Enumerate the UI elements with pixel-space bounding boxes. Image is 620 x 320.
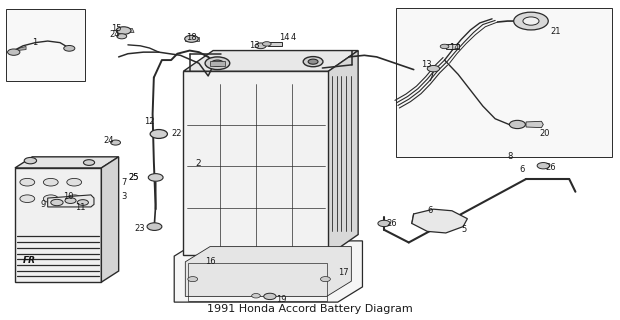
Text: 24: 24 bbox=[103, 136, 113, 146]
Text: 14: 14 bbox=[279, 33, 290, 42]
Circle shape bbox=[67, 178, 82, 186]
Text: 25: 25 bbox=[128, 173, 138, 182]
Text: 17: 17 bbox=[338, 268, 348, 277]
Text: 20: 20 bbox=[539, 129, 550, 138]
Circle shape bbox=[51, 199, 63, 206]
Circle shape bbox=[427, 66, 440, 72]
Text: 13: 13 bbox=[421, 60, 432, 69]
Text: 9: 9 bbox=[40, 200, 46, 209]
Polygon shape bbox=[185, 37, 199, 41]
Text: 5: 5 bbox=[461, 225, 466, 234]
Circle shape bbox=[252, 293, 260, 298]
Circle shape bbox=[43, 178, 58, 186]
Text: 3: 3 bbox=[122, 192, 127, 201]
Circle shape bbox=[110, 140, 120, 145]
Polygon shape bbox=[526, 121, 543, 128]
Polygon shape bbox=[174, 241, 363, 302]
Circle shape bbox=[321, 276, 330, 282]
Circle shape bbox=[150, 130, 167, 139]
Circle shape bbox=[117, 34, 126, 39]
Text: 21: 21 bbox=[551, 27, 561, 36]
Polygon shape bbox=[15, 157, 118, 168]
Text: 13: 13 bbox=[249, 41, 259, 50]
Circle shape bbox=[440, 44, 449, 49]
Polygon shape bbox=[15, 168, 102, 282]
Circle shape bbox=[262, 42, 271, 46]
Text: 4: 4 bbox=[290, 33, 296, 42]
Circle shape bbox=[67, 195, 82, 203]
Polygon shape bbox=[185, 247, 352, 296]
Circle shape bbox=[64, 45, 75, 51]
Text: 18: 18 bbox=[186, 33, 197, 42]
Bar bbox=[6, 9, 85, 81]
Text: 1991 Honda Accord Battery Diagram: 1991 Honda Accord Battery Diagram bbox=[207, 304, 413, 314]
Bar bbox=[396, 8, 613, 157]
Circle shape bbox=[78, 200, 89, 205]
Polygon shape bbox=[412, 209, 467, 233]
Text: 23: 23 bbox=[134, 224, 144, 233]
Circle shape bbox=[84, 160, 95, 165]
Bar bbox=[446, 44, 459, 49]
Text: 1: 1 bbox=[32, 38, 37, 47]
Circle shape bbox=[43, 195, 58, 203]
Circle shape bbox=[148, 174, 163, 181]
Text: 24: 24 bbox=[109, 30, 120, 39]
Text: 10: 10 bbox=[63, 192, 74, 201]
Text: 12: 12 bbox=[144, 117, 155, 126]
Circle shape bbox=[20, 178, 35, 186]
Text: 22: 22 bbox=[171, 129, 182, 138]
Circle shape bbox=[188, 276, 198, 282]
Polygon shape bbox=[329, 51, 358, 255]
Circle shape bbox=[7, 49, 20, 55]
Text: 2: 2 bbox=[196, 159, 202, 168]
Circle shape bbox=[116, 27, 131, 34]
Circle shape bbox=[255, 43, 266, 49]
Circle shape bbox=[308, 59, 318, 64]
Circle shape bbox=[185, 35, 198, 42]
Text: FR: FR bbox=[22, 256, 35, 265]
Circle shape bbox=[510, 120, 525, 129]
Circle shape bbox=[65, 198, 76, 204]
Circle shape bbox=[523, 17, 539, 25]
Circle shape bbox=[211, 60, 224, 67]
Text: 26: 26 bbox=[386, 219, 397, 228]
Text: 19: 19 bbox=[276, 295, 286, 304]
Polygon shape bbox=[210, 61, 225, 66]
Polygon shape bbox=[17, 46, 26, 51]
Text: 14: 14 bbox=[449, 43, 459, 52]
Circle shape bbox=[514, 12, 548, 30]
Polygon shape bbox=[184, 71, 329, 255]
Circle shape bbox=[264, 293, 276, 300]
Circle shape bbox=[24, 157, 37, 164]
Text: 26: 26 bbox=[546, 164, 556, 172]
Circle shape bbox=[205, 57, 230, 69]
Circle shape bbox=[147, 223, 162, 230]
Text: 25: 25 bbox=[128, 173, 138, 182]
Text: 11: 11 bbox=[76, 203, 86, 212]
Circle shape bbox=[537, 163, 549, 169]
Text: 7: 7 bbox=[122, 178, 127, 187]
Bar bbox=[188, 263, 327, 301]
Polygon shape bbox=[48, 195, 94, 207]
Bar bbox=[268, 42, 281, 46]
Circle shape bbox=[303, 57, 323, 67]
Text: 6: 6 bbox=[427, 206, 433, 215]
Text: 8: 8 bbox=[508, 152, 513, 161]
Polygon shape bbox=[184, 51, 358, 71]
Text: 16: 16 bbox=[205, 257, 216, 266]
Polygon shape bbox=[117, 28, 134, 33]
Text: 6: 6 bbox=[520, 165, 525, 174]
Circle shape bbox=[378, 220, 390, 227]
Polygon shape bbox=[102, 157, 118, 282]
Circle shape bbox=[20, 195, 35, 203]
Text: 15: 15 bbox=[111, 24, 122, 33]
